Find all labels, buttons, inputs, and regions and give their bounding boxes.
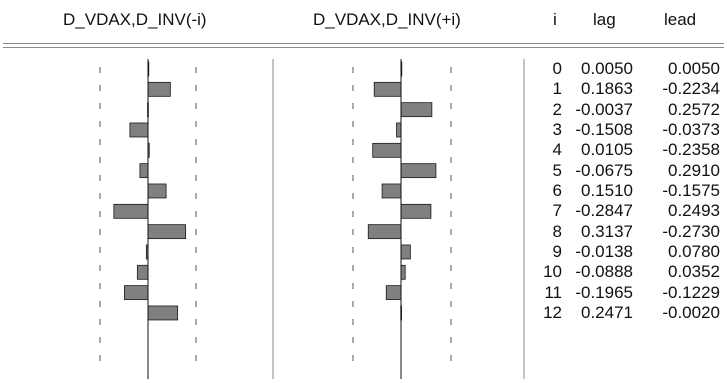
row-index: 9 xyxy=(552,241,562,261)
lead-value: -0.0373 xyxy=(662,119,720,139)
lead-value: 0.0352 xyxy=(668,262,720,282)
lead-bar-11 xyxy=(385,285,402,301)
row-index: 4 xyxy=(552,140,562,160)
lag-value: 0.2471 xyxy=(581,302,633,322)
row-index: 3 xyxy=(552,119,562,139)
col-header-i: i xyxy=(553,10,557,29)
lead-bar-4 xyxy=(372,142,402,158)
lag-bar-11 xyxy=(124,285,149,301)
lag-bar-12 xyxy=(147,305,179,321)
row-index: 5 xyxy=(552,160,562,180)
lag-bar-10 xyxy=(136,264,149,280)
correlogram-chart xyxy=(99,59,525,379)
row-index: 0 xyxy=(552,59,562,78)
lag-bar-8 xyxy=(147,224,187,240)
correlogram-panel: 0 0.0050 0.0050 1 0.1863 -0.2234 2 -0.0037 0.257… xyxy=(0,55,727,383)
lag-bar-1 xyxy=(147,81,171,97)
lead-value: 0.2493 xyxy=(668,201,720,221)
lead-value: -0.2730 xyxy=(662,221,720,241)
lead-value: 0.2572 xyxy=(668,99,720,119)
header-divider-top xyxy=(3,43,724,44)
lead-value: -0.2234 xyxy=(662,79,720,99)
lag-value: 0.3137 xyxy=(581,221,633,241)
lead-bar-6 xyxy=(381,183,402,199)
lag-value: -0.0675 xyxy=(575,160,633,180)
lag-value: -0.0037 xyxy=(575,99,633,119)
lag-value: 0.1863 xyxy=(581,79,633,99)
lag-bar-3 xyxy=(129,122,149,138)
lead-bar-10 xyxy=(400,264,406,280)
lead-value: 0.0050 xyxy=(668,59,720,78)
lead-bar-7 xyxy=(400,203,432,219)
row-index: 10 xyxy=(543,262,562,282)
col-header-lead: lead xyxy=(664,10,697,29)
lead-value: 0.0780 xyxy=(668,241,720,261)
row-index: 8 xyxy=(552,221,562,241)
lead-value: -0.0020 xyxy=(662,302,720,322)
lag-value: 0.0050 xyxy=(581,59,633,78)
lag-value: -0.1965 xyxy=(575,282,633,302)
row-index: 2 xyxy=(552,99,562,119)
lead-bar-3 xyxy=(396,122,402,138)
row-index: 12 xyxy=(543,302,562,322)
lag-value: -0.2847 xyxy=(575,201,633,221)
lead-bar-1 xyxy=(373,81,402,97)
lead-bar-8 xyxy=(367,224,402,240)
col-header-lead-correlogram: D_VDAX,D_INV(+i) xyxy=(313,10,461,29)
lead-value: -0.1575 xyxy=(662,180,720,200)
lag-value: 0.1510 xyxy=(581,180,633,200)
lag-bar-6 xyxy=(147,183,167,199)
lead-bar-9 xyxy=(400,244,411,260)
lag-bar-5 xyxy=(139,163,149,179)
table-header: D_VDAX,D_INV(-i) D_VDAX,D_INV(+i) i lag … xyxy=(0,0,727,48)
row-index: 1 xyxy=(552,79,562,99)
col-header-lag-correlogram: D_VDAX,D_INV(-i) xyxy=(63,10,207,29)
lag-value: -0.0138 xyxy=(575,241,633,261)
lead-bar-2 xyxy=(400,102,433,118)
row-index: 11 xyxy=(544,282,562,302)
lead-value: -0.2358 xyxy=(662,140,720,160)
lag-value: 0.0105 xyxy=(581,140,633,160)
row-index: 7 xyxy=(552,201,562,221)
header-divider-bottom xyxy=(3,47,724,48)
row-index: 6 xyxy=(552,180,562,200)
lag-value: -0.1508 xyxy=(575,119,633,139)
lead-bar-5 xyxy=(400,163,437,179)
lag-value: -0.0888 xyxy=(575,262,633,282)
lead-value: 0.2910 xyxy=(668,160,720,180)
lead-value: -0.1229 xyxy=(662,282,720,302)
lag-bar-7 xyxy=(113,203,149,219)
col-header-lag: lag xyxy=(593,10,616,29)
